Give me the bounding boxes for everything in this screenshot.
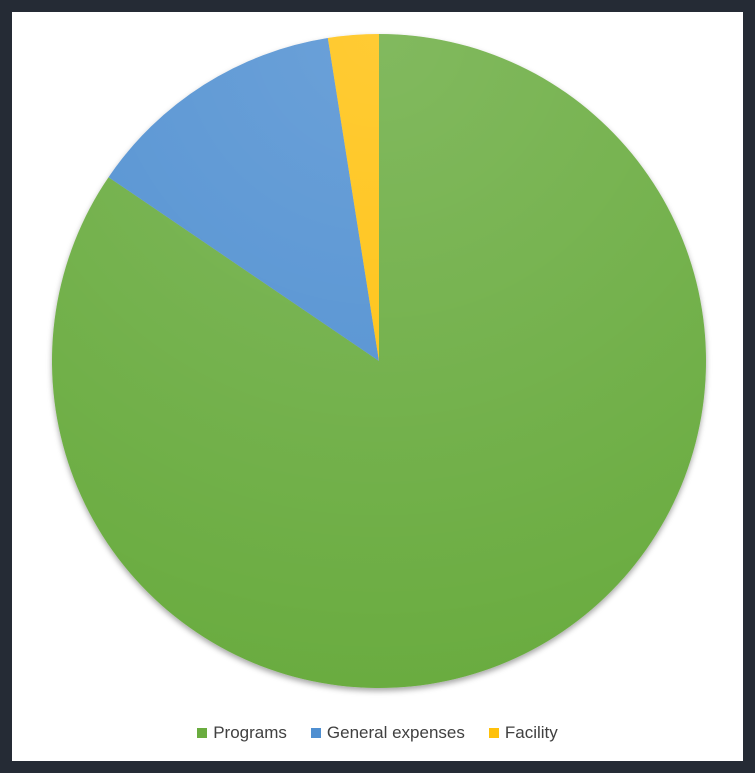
legend-swatch-programs bbox=[197, 728, 208, 738]
legend-label-programs: Programs bbox=[213, 723, 287, 742]
chart-frame: Programs General expenses Facility bbox=[12, 12, 743, 761]
legend-swatch-facility bbox=[488, 728, 499, 738]
legend-item-programs[interactable]: Programs bbox=[197, 723, 287, 743]
pie-chart bbox=[51, 34, 706, 688]
legend-item-facility[interactable]: Facility bbox=[488, 723, 558, 743]
legend-item-general-expenses[interactable]: General expenses bbox=[310, 723, 465, 743]
legend-label-general-expenses: General expenses bbox=[326, 723, 465, 742]
chart-legend: Programs General expenses Facility bbox=[12, 723, 743, 743]
legend-swatch-general-expenses bbox=[310, 728, 321, 738]
pie-slices bbox=[51, 34, 706, 688]
legend-label-facility: Facility bbox=[504, 723, 558, 742]
